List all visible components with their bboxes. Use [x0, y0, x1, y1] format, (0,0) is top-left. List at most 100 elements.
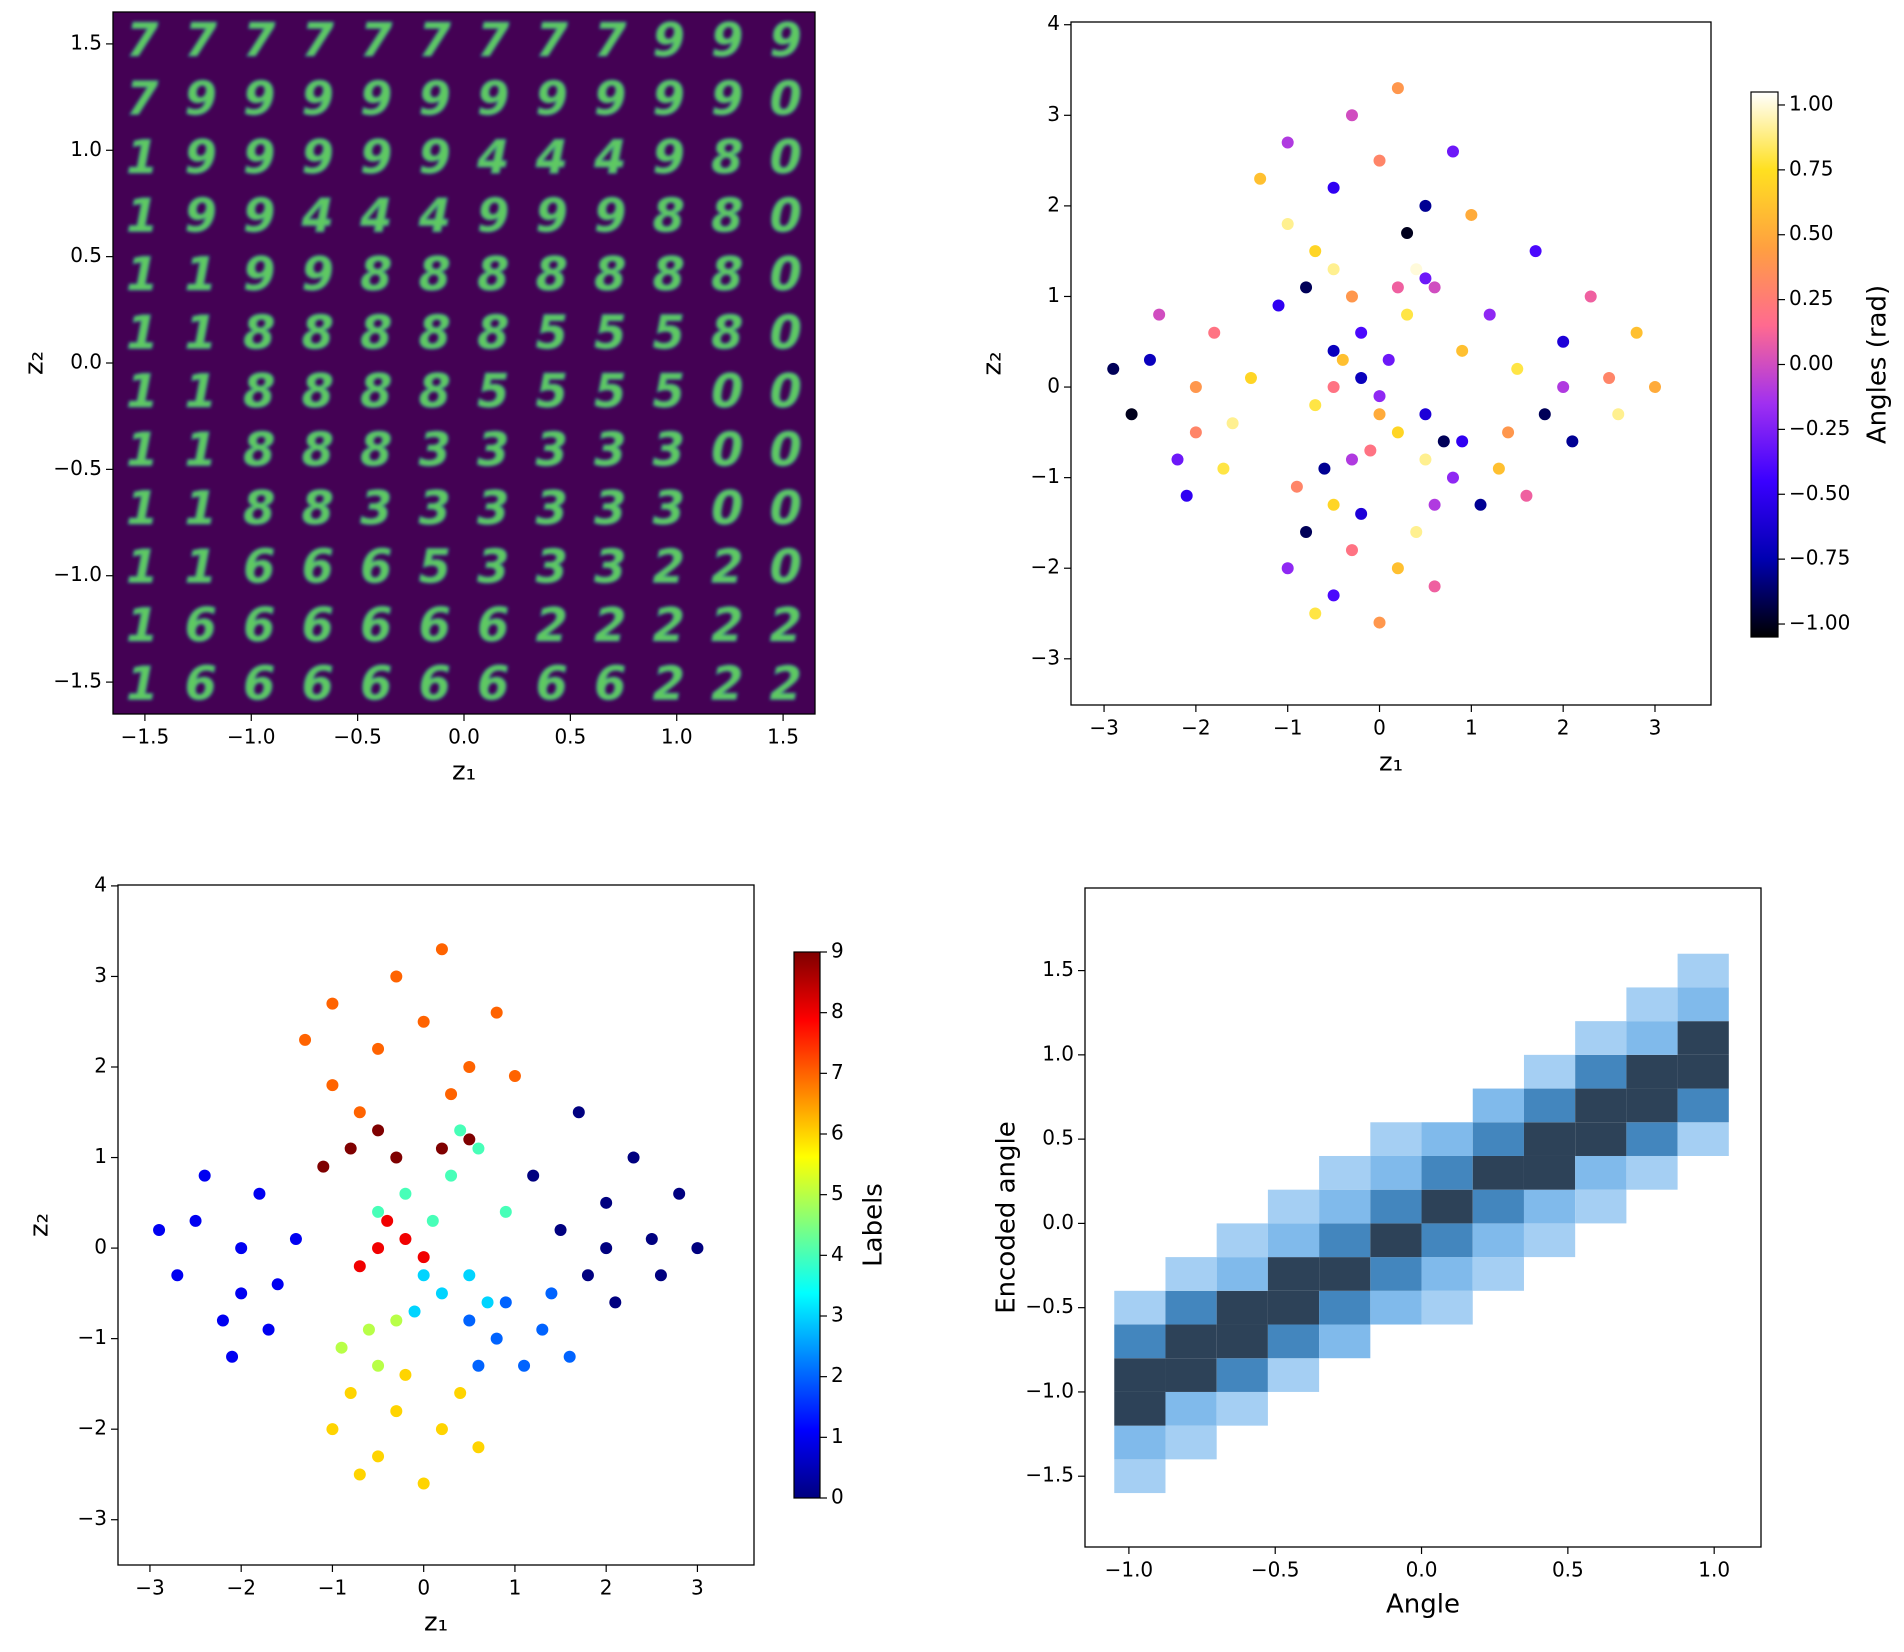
- scatter-point: [445, 1169, 458, 1182]
- colorbar-label: Labels: [859, 1183, 889, 1267]
- decoded-digit: 0: [770, 364, 802, 418]
- y-tick-label: 1.5: [70, 30, 102, 54]
- decoded-digit: 3: [594, 481, 626, 535]
- x-tick-label: 1.0: [661, 725, 693, 749]
- decoded-digit: 3: [477, 481, 509, 535]
- decoded-digit: 5: [536, 305, 568, 359]
- y-tick-label: −1: [78, 1325, 107, 1349]
- scatter-point: [1483, 308, 1496, 321]
- scatter-point: [472, 1441, 485, 1454]
- scatter-point: [417, 1477, 430, 1490]
- hist-cell: [1523, 1088, 1576, 1123]
- scatter-point: [390, 1151, 403, 1164]
- decoded-digit: 3: [536, 422, 568, 476]
- x-tick-label: 0.5: [554, 725, 586, 749]
- x-tick-label: −2: [1181, 716, 1210, 740]
- scatter-point: [390, 970, 403, 983]
- scatter-point: [435, 1423, 448, 1436]
- hist-cell: [1575, 1088, 1627, 1123]
- decoded-digit: 8: [360, 422, 392, 476]
- scatter-point: [454, 1124, 467, 1137]
- decoded-digit: 3: [477, 539, 509, 593]
- y-tick-label: 0.0: [1042, 1210, 1074, 1234]
- hist-cell: [1267, 1189, 1320, 1224]
- hist-cell: [1165, 1290, 1217, 1325]
- y-tick-label: 1: [94, 1144, 107, 1168]
- scatter-point: [600, 1196, 613, 1209]
- colorbar-tick-label: 0.75: [1789, 156, 1834, 180]
- scatter-point: [600, 1242, 613, 1255]
- scatter-point: [1566, 435, 1579, 448]
- x-tick-label: −1.0: [227, 725, 276, 749]
- decoded-digit: 6: [243, 598, 275, 652]
- hist-cell: [1523, 1189, 1576, 1224]
- y-tick-label: −1.5: [1025, 1463, 1074, 1487]
- scatter-point: [1345, 453, 1358, 466]
- x-axis-label: z₁: [1379, 748, 1403, 778]
- decoded-digit: 9: [185, 130, 217, 184]
- scatter-point: [1419, 199, 1432, 212]
- scatter-point: [627, 1151, 640, 1164]
- decoded-digit: 9: [243, 188, 275, 242]
- decoded-digit: 0: [770, 188, 802, 242]
- hist-cell: [1677, 953, 1729, 988]
- scatter-point: [463, 1269, 476, 1282]
- scatter-point: [1107, 362, 1120, 375]
- y-tick-label: −1: [1031, 464, 1060, 488]
- scatter-point: [426, 1214, 439, 1227]
- decoded-digit: 8: [243, 481, 275, 535]
- decoded-digit: 7: [126, 71, 158, 125]
- y-tick-label: 0: [1047, 374, 1060, 398]
- scatter-point: [536, 1323, 549, 1336]
- scatter-point: [1355, 326, 1368, 339]
- decoded-digit: 4: [359, 188, 392, 242]
- decoded-digit: 6: [594, 656, 626, 710]
- scatter-point: [572, 1106, 585, 1119]
- decoded-digit: 6: [419, 598, 451, 652]
- hist-cell: [1575, 1189, 1627, 1224]
- y-tick-label: 3: [94, 963, 107, 987]
- hist-cell: [1523, 1223, 1576, 1258]
- hist-cell: [1267, 1223, 1320, 1258]
- scatter-point: [326, 1423, 339, 1436]
- colorbar-tick-label: −1.00: [1789, 611, 1850, 635]
- scatter-point: [1244, 371, 1257, 384]
- decoded-digit: 1: [185, 305, 217, 359]
- decoded-digit: 7: [594, 13, 626, 67]
- scatter-point: [153, 1223, 166, 1236]
- scatter-point: [1364, 444, 1377, 457]
- hist-cell: [1267, 1290, 1320, 1325]
- scatter-point: [1309, 245, 1322, 258]
- y-tick-label: 2: [1047, 192, 1060, 216]
- scatter-point: [1502, 426, 1515, 439]
- hist-cell: [1370, 1257, 1422, 1291]
- scatter-point: [362, 1323, 375, 1336]
- decoded-digit: 4: [418, 188, 451, 242]
- x-tick-label: 1: [1465, 716, 1478, 740]
- decoded-digit: 0: [770, 539, 802, 593]
- scatter-point: [226, 1350, 239, 1363]
- scatter-point: [1189, 381, 1202, 394]
- decoded-digit: 6: [477, 598, 509, 652]
- colorbar-tick-label: 9: [831, 939, 844, 963]
- scatter-point: [1648, 381, 1661, 394]
- scatter-point: [508, 1070, 521, 1083]
- decoded-digit: 8: [419, 247, 451, 301]
- scatter-point: [581, 1269, 594, 1282]
- decoded-digit: 8: [302, 422, 334, 476]
- scatter-point: [1327, 344, 1340, 357]
- hist-cell: [1472, 1223, 1524, 1258]
- hist-cell: [1319, 1257, 1371, 1291]
- scatter-point: [253, 1187, 266, 1200]
- decoded-digit: 9: [302, 247, 334, 301]
- colorbar-tick-label: −0.50: [1789, 481, 1850, 505]
- decoded-digit: 1: [185, 364, 217, 418]
- hist-cell: [1677, 1088, 1729, 1123]
- decoded-digit: 7: [126, 13, 158, 67]
- decoded-digit: 7: [477, 13, 509, 67]
- decoded-digit: 1: [126, 656, 158, 710]
- decoded-digit: 8: [360, 247, 392, 301]
- scatter-point: [1437, 435, 1450, 448]
- scatter-point: [1226, 417, 1239, 430]
- decoded-digit: 9: [302, 130, 334, 184]
